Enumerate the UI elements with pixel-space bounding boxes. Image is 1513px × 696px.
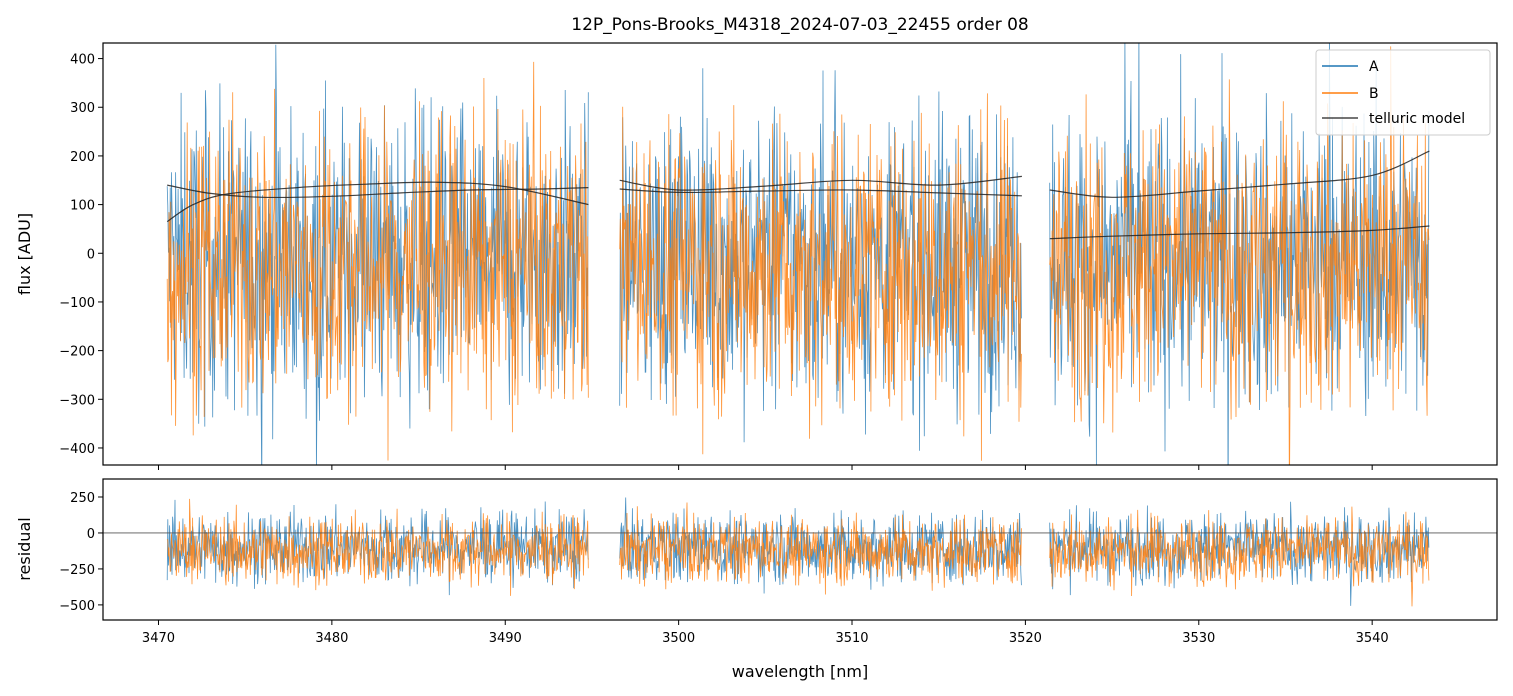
residual-ytick-label: 0 [87, 527, 95, 542]
xtick-label: 3520 [1009, 631, 1042, 646]
series-b-segment-2 [619, 93, 1022, 461]
residual-ytick-label: 250 [70, 491, 95, 506]
telluric-model-curve-6 [1049, 225, 1430, 240]
legend-label-a: A [1369, 59, 1379, 75]
xtick-label: 3500 [662, 631, 695, 646]
series-b-segment-3 [1049, 46, 1430, 465]
telluric-model-curve-3 [619, 175, 1022, 191]
residual-ytick-label: −250 [59, 563, 95, 578]
flux-ytick-label: 0 [87, 247, 95, 262]
residual-a-segment-2 [619, 497, 1022, 594]
flux-axes-frame [102, 42, 1498, 466]
flux-ytick-label: −400 [59, 442, 95, 457]
flux-ytick-label: 200 [70, 150, 95, 165]
telluric-model-curve-2 [166, 181, 589, 223]
series-b-segment-1 [166, 61, 589, 461]
residual-b-segment-1 [166, 498, 589, 596]
flux-ytick-label: −300 [59, 393, 95, 408]
xtick-label: 3480 [315, 631, 348, 646]
telluric-model-curve-1 [167, 184, 589, 199]
telluric-model-curve-4 [619, 188, 1022, 197]
flux-ytick-label: 300 [70, 101, 95, 116]
residual-ylabel: residual [15, 517, 34, 580]
flux-ytick-label: −100 [59, 296, 95, 311]
xtick-label: 3510 [835, 631, 868, 646]
legend-label-b: B [1369, 86, 1379, 102]
flux-panel: flux [ADU] −400 −300 −200 −100 0 100 200 300 400… [15, 42, 1498, 470]
flux-ytick-label: 400 [70, 53, 95, 68]
residual-panel: residual −500 −250 0 250 3470 3480 3490 3500 35… [15, 478, 1498, 681]
chart-title: 12P_Pons-Brooks_M4318_2024-07-03_22455 o… [571, 15, 1028, 35]
xlabel: wavelength [nm] [732, 662, 869, 681]
flux-ytick-label: −200 [59, 345, 95, 360]
xtick-label: 3470 [142, 631, 175, 646]
flux-ylabel: flux [ADU] [15, 213, 34, 295]
legend-box [1315, 49, 1491, 136]
legend: A B telluric model [1315, 49, 1491, 136]
residual-b-segment-3 [1049, 506, 1430, 607]
flux-ytick-label: 100 [70, 199, 95, 214]
residual-ytick-label: −500 [59, 599, 95, 614]
xtick-label: 3540 [1356, 631, 1389, 646]
xtick-label: 3490 [489, 631, 522, 646]
legend-label-model: telluric model [1369, 111, 1465, 127]
residual-axes-frame [102, 478, 1498, 621]
residual-b-segment-2 [619, 502, 1022, 595]
telluric-model-curve-5 [1049, 150, 1430, 198]
xtick-label: 3530 [1182, 631, 1215, 646]
